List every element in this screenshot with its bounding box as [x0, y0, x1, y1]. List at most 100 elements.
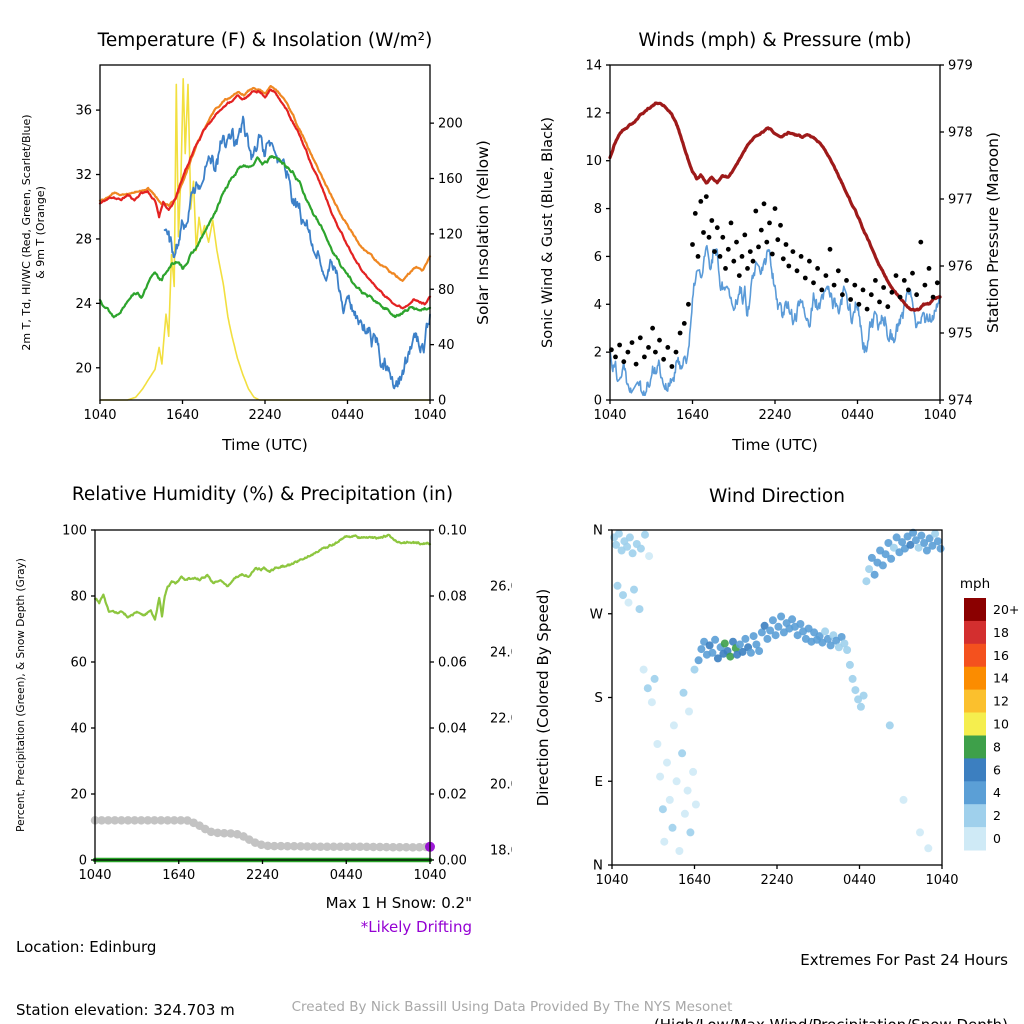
svg-text:N: N [593, 523, 603, 539]
svg-text:200: 200 [438, 117, 463, 132]
credit-line: Created By Nick Bassill Using Data Provi… [291, 999, 733, 1015]
svg-text:0.00: 0.00 [438, 854, 467, 869]
svg-text:0.10: 0.10 [438, 524, 467, 539]
svg-text:1040: 1040 [83, 408, 116, 423]
svg-text:16: 16 [993, 648, 1009, 663]
svg-text:6: 6 [594, 250, 602, 265]
extremes-subtitle: (High/Low/Max Wind/Precipitation/Snow De… [560, 1015, 1008, 1024]
svg-text:1640: 1640 [162, 868, 195, 883]
svg-text:24: 24 [75, 297, 92, 312]
svg-text:60: 60 [70, 656, 87, 671]
svg-text:& 9m T (Orange): & 9m T (Orange) [34, 186, 47, 279]
svg-text:18: 18 [993, 625, 1009, 640]
svg-text:40: 40 [438, 338, 455, 353]
svg-text:2: 2 [594, 346, 602, 361]
winds-pressure-chart: 1040 1640 2240 0440 104002468101214974975976… [540, 30, 1002, 454]
svg-text:S: S [594, 690, 603, 706]
svg-text:12: 12 [585, 106, 602, 121]
svg-text:1040: 1040 [413, 868, 446, 883]
svg-text:20.0: 20.0 [490, 778, 512, 793]
svg-text:32: 32 [75, 168, 92, 183]
svg-text:0.08: 0.08 [438, 590, 467, 605]
svg-text:36: 36 [75, 104, 92, 119]
svg-text:4: 4 [594, 298, 602, 313]
svg-text:974: 974 [948, 394, 973, 409]
svg-text:E: E [594, 774, 603, 790]
svg-text:14: 14 [585, 59, 602, 74]
svg-text:Wind Direction: Wind Direction [709, 486, 845, 507]
svg-text:0.06: 0.06 [438, 656, 467, 671]
svg-text:80: 80 [438, 283, 455, 298]
svg-text:20: 20 [70, 788, 87, 803]
station-info-block: Location: Edinburg Station elevation: 32… [16, 895, 397, 1024]
svg-text:20+: 20+ [993, 602, 1019, 617]
svg-text:W: W [590, 606, 603, 622]
svg-text:Relative Humidity (%) & Precip: Relative Humidity (%) & Precipitation (i… [72, 484, 453, 505]
svg-text:8: 8 [594, 202, 602, 217]
svg-text:18.0: 18.0 [490, 844, 512, 859]
svg-text:0: 0 [79, 854, 87, 869]
svg-text:2240: 2240 [758, 408, 791, 423]
humidity-precipitation-chart: 1040 1640 2240 0440 10400204060801000.000.02… [15, 484, 512, 883]
svg-text:26.0: 26.0 [490, 580, 512, 595]
svg-text:0440: 0440 [843, 873, 876, 888]
svg-text:2240: 2240 [248, 408, 281, 423]
temperature-insolation-chart: 1040 1640 2240 0440 1040 20 24 28 32 36 0 40 80 120 16… [20, 30, 492, 454]
extremes-title: Extremes For Past 24 Hours [800, 951, 1008, 969]
svg-text:0: 0 [438, 394, 446, 409]
svg-text:2240: 2240 [246, 868, 279, 883]
svg-text:2240: 2240 [760, 873, 793, 888]
svg-text:978: 978 [948, 126, 973, 141]
svg-text:22.0: 22.0 [490, 712, 512, 727]
svg-text:977: 977 [948, 193, 973, 208]
svg-text:12: 12 [993, 694, 1009, 709]
svg-text:8: 8 [993, 739, 1001, 754]
svg-text:28: 28 [75, 232, 92, 247]
extremes-block: Extremes For Past 24 Hours (High/Low/Max… [560, 907, 1008, 1024]
svg-text:100: 100 [62, 524, 87, 539]
svg-text:Winds (mph) & Pressure (mb): Winds (mph) & Pressure (mb) [638, 30, 911, 51]
svg-text:10: 10 [993, 717, 1009, 732]
svg-text:160: 160 [438, 172, 463, 187]
svg-text:Time (UTC): Time (UTC) [731, 436, 818, 454]
svg-text:mph: mph [960, 576, 990, 592]
svg-text:1040: 1040 [593, 408, 626, 423]
svg-text:0440: 0440 [331, 408, 364, 423]
svg-text:975: 975 [948, 327, 973, 342]
svg-text:1040: 1040 [595, 873, 628, 888]
max-snow-note: Max 1 H Snow: 0.2" [325, 894, 472, 912]
svg-text:979: 979 [948, 59, 973, 74]
svg-text:1040: 1040 [78, 868, 111, 883]
svg-text:976: 976 [948, 260, 973, 275]
svg-text:80: 80 [70, 590, 87, 605]
station-elevation: Station elevation: 324.703 m [16, 1001, 235, 1019]
svg-text:2m T, Td, HI/WC (Red, Green, S: 2m T, Td, HI/WC (Red, Green, Scarlet/Blu… [20, 114, 33, 350]
svg-text:6: 6 [993, 762, 1001, 777]
svg-text:Station Pressure (Maroon): Station Pressure (Maroon) [984, 132, 1002, 333]
likely-drifting-note: *Likely Drifting [360, 918, 472, 936]
svg-text:24.0: 24.0 [490, 646, 512, 661]
svg-text:14: 14 [993, 671, 1009, 686]
svg-text:1640: 1640 [676, 408, 709, 423]
svg-text:Direction (Colored By Speed): Direction (Colored By Speed) [534, 589, 552, 807]
svg-text:0.02: 0.02 [438, 788, 467, 803]
svg-text:1640: 1640 [166, 408, 199, 423]
svg-text:40: 40 [70, 722, 87, 737]
svg-text:0: 0 [993, 831, 1001, 846]
svg-text:1040: 1040 [923, 408, 956, 423]
svg-text:0: 0 [594, 394, 602, 409]
svg-text:Solar Insolation (Yellow): Solar Insolation (Yellow) [474, 140, 492, 325]
svg-text:2: 2 [993, 808, 1001, 823]
svg-text:0440: 0440 [841, 408, 874, 423]
svg-text:1640: 1640 [678, 873, 711, 888]
svg-text:1040: 1040 [413, 408, 446, 423]
svg-text:0440: 0440 [330, 868, 363, 883]
svg-text:1040: 1040 [925, 873, 958, 888]
svg-text:Time (UTC): Time (UTC) [221, 436, 308, 454]
station-location: Location: Edinburg [16, 938, 157, 956]
svg-text:120: 120 [438, 227, 463, 242]
svg-text:0.04: 0.04 [438, 722, 467, 737]
svg-text:Percent, Precipitation (Green): Percent, Precipitation (Green), & Snow D… [15, 558, 27, 832]
